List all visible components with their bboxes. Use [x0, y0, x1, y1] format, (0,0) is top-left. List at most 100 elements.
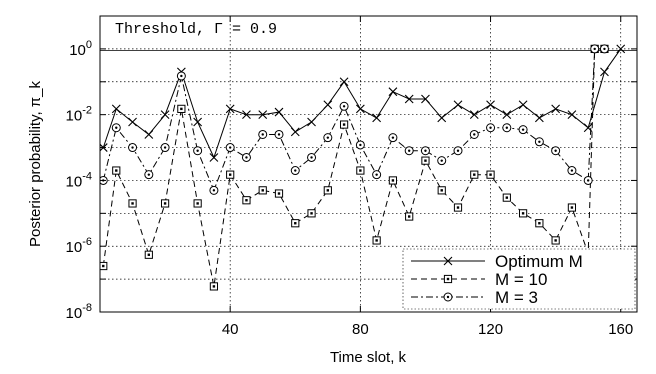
series-m-3-point-dot [489, 126, 492, 129]
series-m-3-point-dot [456, 149, 460, 152]
series-m-10-point-dot [261, 189, 264, 192]
series-m-10-point-dot [326, 189, 330, 192]
series-m-3-point-dot [473, 133, 476, 136]
series-optimum-m-point [372, 113, 382, 123]
threshold-annotation: Threshold, Γ = 0.9 [115, 21, 277, 38]
series-optimum-m-point [274, 107, 284, 117]
series-m-10-point-dot [196, 202, 199, 205]
series-optimum-m-point [144, 130, 154, 139]
series-m-3 [100, 44, 609, 195]
x-tick-label: 160 [608, 321, 633, 338]
series-m-10-point-dot [456, 206, 460, 209]
x-axis-title: Time slot, k [330, 349, 407, 366]
series-m-3-point-dot [603, 47, 606, 51]
series-optimum-m-point [437, 113, 447, 123]
series-m-10-point-dot [407, 215, 411, 218]
series-m-3-point-dot [180, 74, 183, 78]
series-m-3-point-dot [554, 149, 557, 152]
series-m-3-point-dot [326, 136, 330, 139]
series-optimum-m-point [469, 110, 479, 120]
series-m-3-point-dot [391, 136, 395, 139]
series-m-3-point-dot [440, 159, 443, 162]
y-axis-title: Posterior probability, π_k [27, 81, 44, 247]
series-m-10-point-dot [375, 239, 378, 242]
series-m-3-point-dot [586, 179, 590, 182]
x-tick-label: 80 [352, 321, 369, 338]
legend: Optimum MM = 10M = 3 [402, 248, 636, 310]
series-m-10-point-dot [163, 202, 167, 205]
series-m-10-point-dot [391, 179, 395, 182]
series-m-10-point-dot [310, 212, 313, 215]
series-m-3-point-dot [521, 128, 525, 131]
legend-item-m-10-point-dot [446, 277, 450, 281]
series-m-3-point-dot [196, 149, 199, 152]
series-m-10-point-dot [228, 173, 232, 176]
series-m-3-point-dot [407, 149, 411, 152]
series-m-10-point-dot [212, 285, 216, 288]
legend-item-m-10-label: M = 10 [495, 270, 547, 289]
y-tick-label: 10-4 [66, 170, 92, 190]
series-optimum-m-point [225, 104, 235, 114]
y-tick-label: 10-6 [66, 236, 92, 256]
y-tick-label: 10-2 [66, 105, 92, 125]
series-m-10-point-dot [521, 212, 525, 215]
series-optimum-m-point [160, 110, 170, 120]
series-m-3-point-dot [538, 140, 541, 143]
series-m-3-point-dot [163, 146, 167, 149]
legend-item-optimum-m-point [443, 256, 453, 266]
series-m-3-point-dot [261, 133, 264, 136]
legend-item-optimum-m: Optimum M [411, 252, 583, 271]
series-optimum-m-point [323, 100, 333, 110]
x-tick-label: 40 [222, 321, 239, 338]
series-optimum-m-point [111, 104, 121, 114]
series-m-3-point-dot [147, 173, 151, 176]
series-optimum-m-point [421, 94, 430, 104]
y-tick-label: 100 [69, 39, 92, 59]
axes: 40 80 120 160 10-8 10-6 10-4 10-2 100 [66, 15, 637, 338]
series-m-10-point-dot [180, 107, 183, 111]
series-optimum-m-point [355, 104, 365, 114]
series-optimum-m-point [388, 87, 398, 97]
series-optimum-m-point [534, 113, 544, 123]
series-m-10-point-dot [505, 196, 509, 199]
series-optimum-m-point [242, 110, 251, 120]
series-optimum-m-point [339, 77, 349, 87]
series-m-3-point-dot [294, 169, 297, 172]
series-optimum-m-point [600, 67, 609, 77]
series-optimum-m-point [502, 110, 512, 120]
legend-item-optimum-m-label: Optimum M [495, 252, 583, 271]
series-optimum-m-point [307, 117, 316, 127]
series-m-3-point-dot [375, 173, 378, 176]
series-optimum-m-point [209, 153, 219, 162]
series-m-10-point-dot [147, 253, 151, 256]
series-m-10-point-dot [277, 192, 281, 195]
series-m-3-point-dot [212, 189, 216, 192]
series-m-10-point-dot [538, 222, 541, 225]
series-m-3-point-dot [245, 156, 248, 159]
series-m-10-point-dot [115, 169, 118, 172]
series-optimum-m-point [486, 100, 495, 110]
series-m-10-point-dot [440, 189, 443, 192]
legend-item-m-3-point-dot [446, 295, 450, 299]
series-m-3-line [102, 48, 605, 192]
legend-item-m-3: M = 3 [411, 288, 538, 307]
series-optimum-m-point [290, 127, 300, 137]
series-m-3-point-dot [424, 149, 427, 152]
series-m-10-point-dot [489, 173, 492, 176]
series-optimum-m-point [128, 117, 137, 127]
y-tick-label: 10-8 [66, 302, 92, 322]
series-m-3-point-dot [131, 146, 134, 149]
series-optimum-m-point [404, 94, 414, 104]
series-m-10-point-dot [342, 123, 346, 126]
series-optimum-m-point [518, 100, 528, 110]
series-optimum-m-point [258, 110, 268, 120]
series-m-10-point-dot [359, 169, 362, 172]
plot-frame [99, 15, 638, 313]
series-optimum-m-point [567, 110, 577, 120]
series-m-3-point-dot [115, 126, 118, 129]
series-m-10-point-dot [294, 222, 297, 225]
series-optimum-m-point [453, 100, 463, 110]
series-m-3-point-dot [228, 146, 232, 149]
series-m-10-point-dot [131, 202, 134, 205]
